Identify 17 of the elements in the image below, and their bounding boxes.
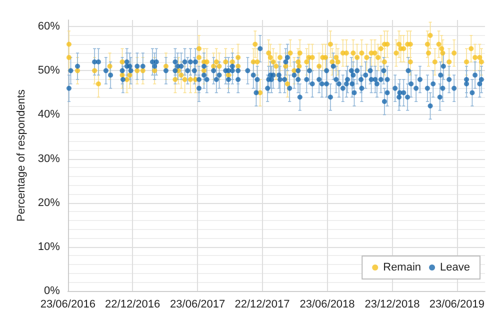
y-tick-label: 0% (44, 285, 60, 297)
x-tick-label: 22/12/2017 (234, 298, 290, 310)
x-tick-label: 23/06/2018 (300, 298, 355, 310)
y-tick-label: 50% (38, 64, 60, 77)
x-tick-label: 23/06/2017 (170, 298, 226, 310)
y-tick-label: 30% (38, 152, 60, 165)
y-tick-label: 60% (38, 20, 60, 33)
y-axis-title: Percentage of respondents (16, 88, 28, 222)
legend-label: Leave (440, 262, 470, 274)
x-tick-label: 23/12/2018 (364, 298, 420, 310)
x-tick-label: 23/06/2019 (429, 298, 484, 310)
x-tick-label: 23/06/2016 (40, 298, 96, 310)
legend-label: Remain (383, 262, 422, 274)
y-tick-label: 40% (38, 108, 60, 121)
x-tick-label: 22/12/2016 (105, 298, 160, 310)
y-tick-label: 10% (38, 240, 60, 253)
y-tick-label: 20% (38, 196, 60, 209)
